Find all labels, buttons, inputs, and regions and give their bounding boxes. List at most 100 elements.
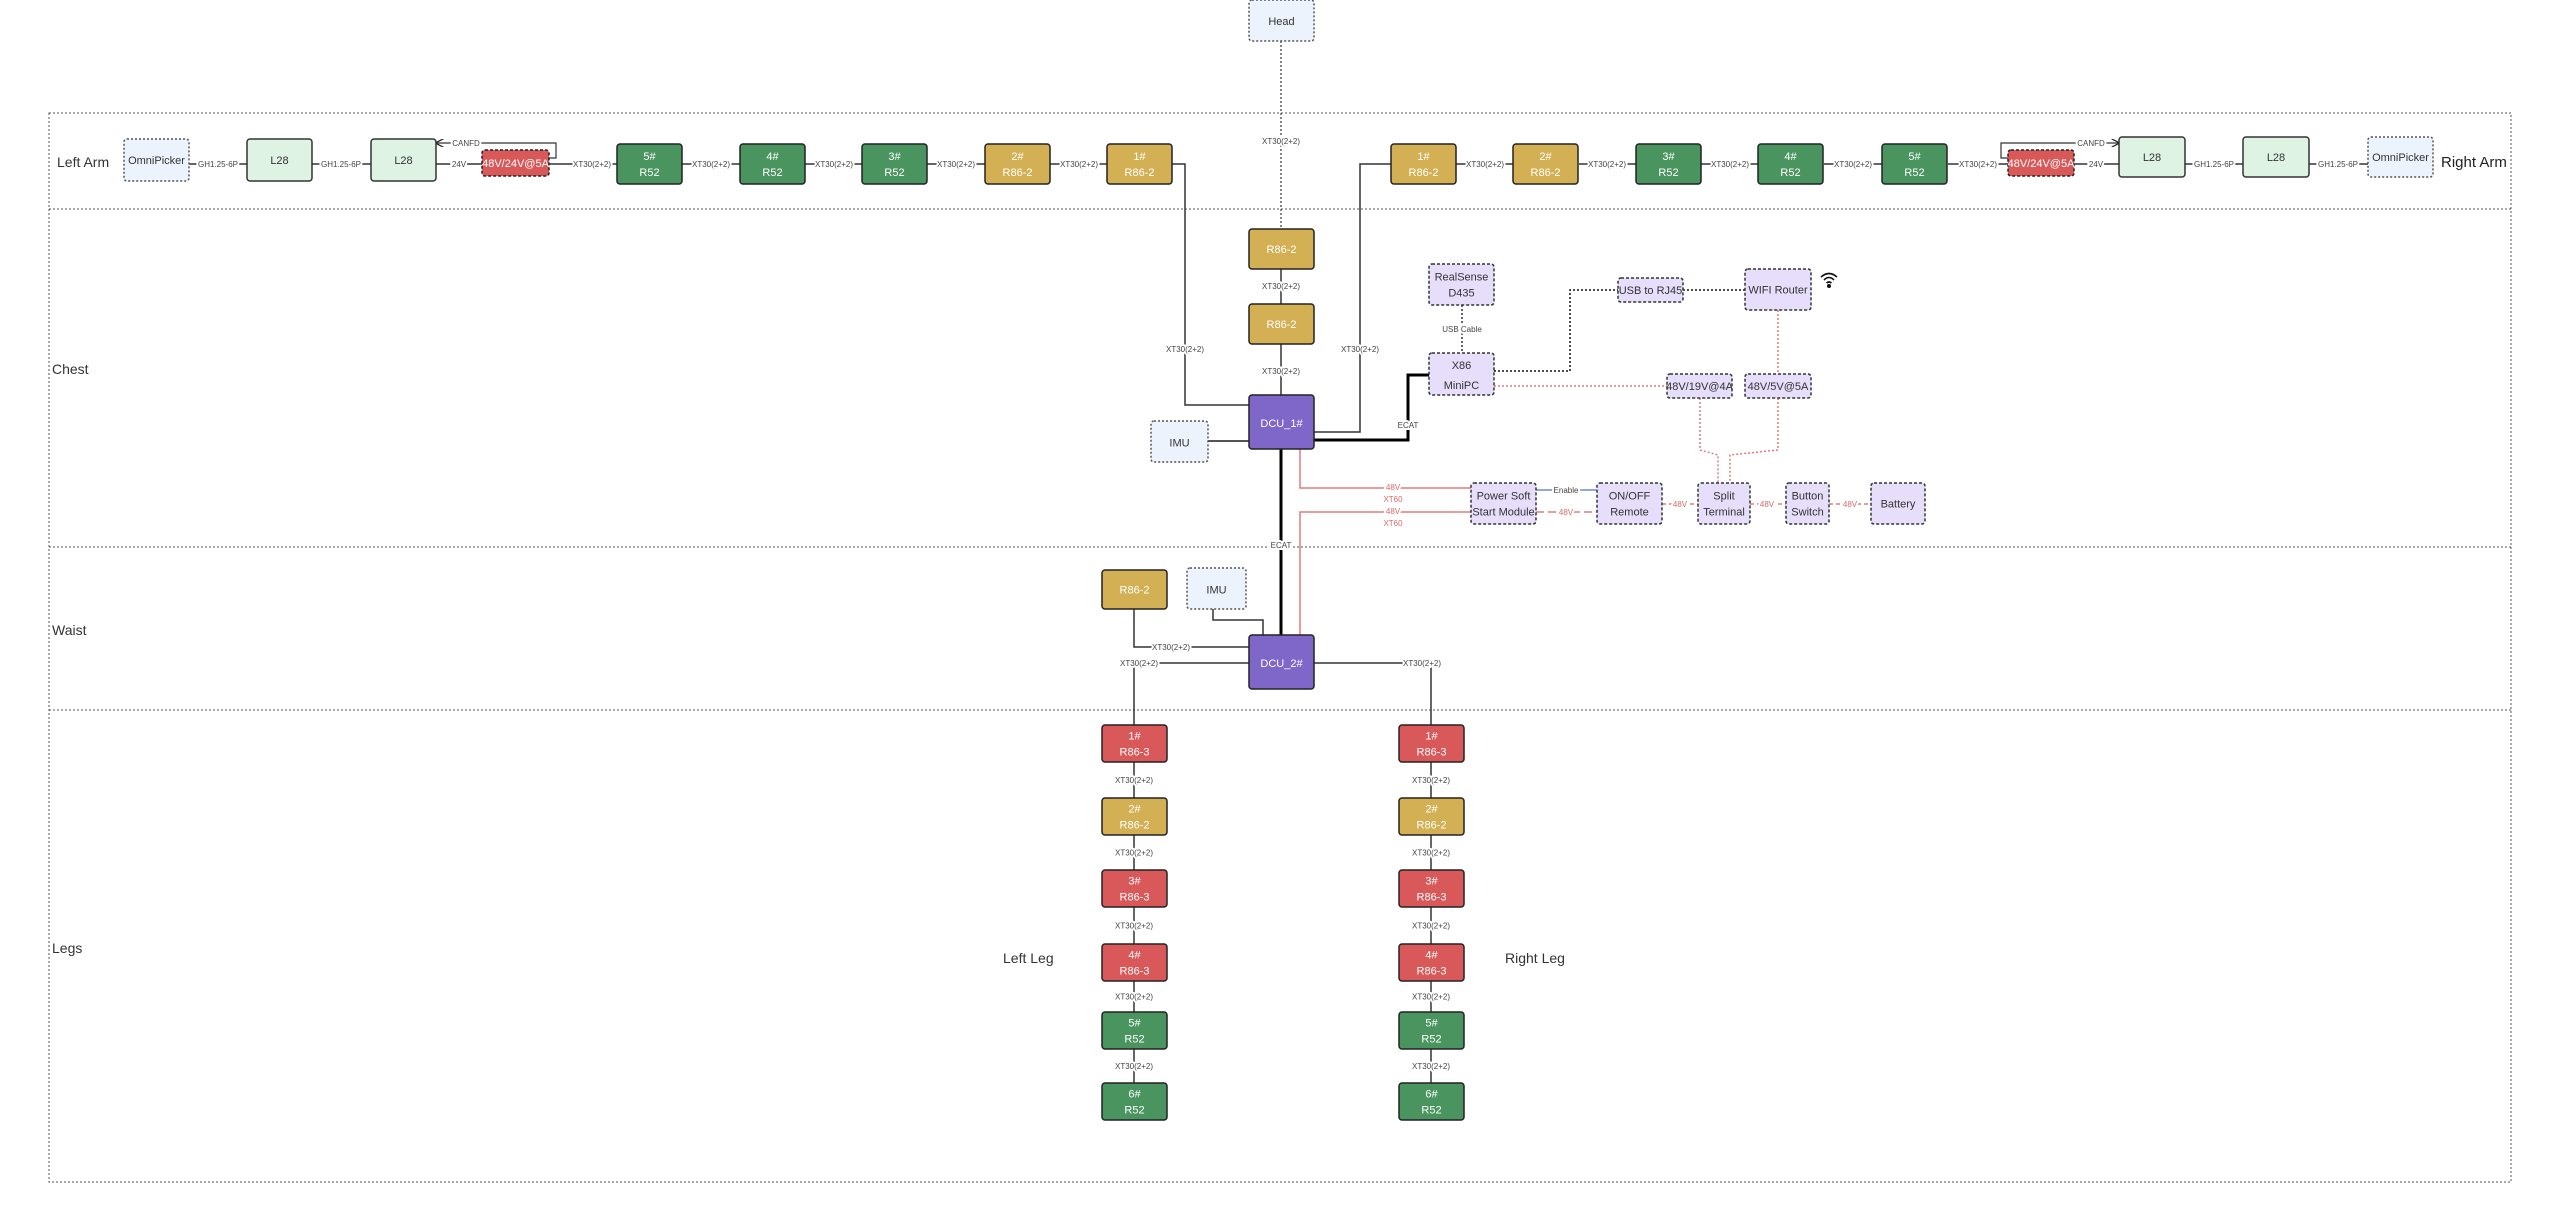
node-ll-1[interactable]: 1# R86-3 (1101, 724, 1168, 763)
node-box (1101, 1082, 1168, 1121)
node-label: 48V/19V@4A (1666, 381, 1733, 393)
node-label: R52 (1904, 167, 1924, 179)
node-imu2[interactable]: IMU (1186, 567, 1247, 610)
node-waist-r86[interactable]: R86-2 (1101, 569, 1168, 610)
edge-label-ra-x5: XT30(2+2) (1959, 160, 1997, 169)
node-label: OmniPicker (2372, 152, 2429, 164)
node-box (739, 143, 806, 185)
node-label: Switch (1791, 506, 1823, 518)
node-dcu1[interactable]: DCU_1# (1248, 394, 1315, 450)
node-label: 3# (888, 151, 901, 163)
node-ll-3[interactable]: 3# R86-3 (1101, 869, 1168, 908)
node-ra-l28b[interactable]: L28 (2242, 136, 2310, 178)
node-dcu2[interactable]: DCU_2# (1248, 634, 1315, 690)
node-la-5[interactable]: 5#R52 (616, 143, 683, 185)
node-label: ON/OFF (1609, 490, 1651, 502)
node-ra-1[interactable]: 1# R86-2 (1390, 143, 1457, 185)
node-la-3[interactable]: 3#R52 (861, 143, 928, 185)
node-label: 4# (1128, 949, 1141, 961)
node-box (1101, 724, 1168, 763)
node-label: 48V/24V@5A (2008, 158, 2075, 170)
right-leg-wire (1314, 662, 1432, 725)
left-leg-label: Left Leg (1003, 950, 1054, 966)
edge-label-ss-48v: 48V (1559, 508, 1574, 517)
node-label: Head (1268, 16, 1294, 28)
node-ll-5[interactable]: 5#R52 (1101, 1011, 1168, 1050)
edge-label-la-x1: XT30(2+2) (573, 160, 611, 169)
node-x86[interactable]: X86 MiniPC (1428, 352, 1495, 396)
edge-label-ra-gh2: GH1.25-6P (2318, 160, 2358, 169)
node-ll-6[interactable]: 6#R52 (1101, 1082, 1168, 1121)
node-neck-2[interactable]: R86-2 (1248, 303, 1315, 345)
node-label: 1# (1425, 730, 1438, 742)
node-ra-2[interactable]: 2# R86-2 (1512, 143, 1579, 185)
node-dc19[interactable]: 48V/19V@4A (1666, 373, 1734, 399)
node-wifi[interactable]: WIFI Router (1744, 268, 1812, 311)
node-box (984, 143, 1051, 185)
node-head[interactable]: Head (1248, 0, 1315, 42)
node-neck-1[interactable]: R86-2 (1248, 228, 1315, 270)
section-label-legs: Legs (52, 940, 82, 956)
node-box (1101, 943, 1168, 982)
edge-label-la-x3: XT30(2+2) (815, 160, 853, 169)
ethernet-wire-1 (1494, 289, 1618, 372)
node-label: R86-2 (1417, 819, 1447, 831)
edge-label-ra-x4: XT30(2+2) (1834, 160, 1872, 169)
node-onoff[interactable]: ON/OFF Remote (1596, 482, 1663, 525)
edge-label-neck-x2: XT30(2+2) (1262, 367, 1300, 376)
node-imu1[interactable]: IMU (1150, 420, 1209, 463)
node-la-l28b[interactable]: L28 (370, 138, 437, 182)
node-ra-3[interactable]: 3#R52 (1635, 143, 1702, 185)
node-la-psu[interactable]: 48V/24V@5A (481, 149, 550, 177)
wires (189, 41, 2368, 1083)
node-ll-2[interactable]: 2# R86-2 (1101, 797, 1168, 836)
node-la-1[interactable]: 1# R86-2 (1106, 143, 1173, 185)
node-box (1398, 1082, 1465, 1121)
node-rl-5[interactable]: 5#R52 (1398, 1011, 1465, 1050)
node-softstart[interactable]: Power Soft Start Module (1470, 482, 1537, 525)
edge-label-ll-x1: XT30(2+2) (1115, 776, 1153, 785)
node-ll-4[interactable]: 4# R86-3 (1101, 943, 1168, 982)
node-la-l28a[interactable]: L28 (246, 138, 313, 182)
node-realsense[interactable]: RealSense D435 (1428, 263, 1495, 306)
node-box (1398, 1011, 1465, 1050)
ecat-wire-x86 (1314, 373, 1429, 442)
node-ra-4[interactable]: 4#R52 (1757, 143, 1824, 185)
node-rl-4[interactable]: 4# R86-3 (1398, 943, 1465, 982)
edge-label-ll-x5: XT30(2+2) (1115, 1062, 1153, 1071)
section-label-waist: Waist (52, 622, 87, 638)
node-dc5[interactable]: 48V/5V@5A (1744, 373, 1812, 399)
node-label: Split (1713, 490, 1734, 502)
node-label: R52 (1658, 167, 1678, 179)
node-battery[interactable]: Battery (1870, 482, 1926, 525)
wire (1729, 398, 1779, 483)
node-label: L28 (2143, 152, 2161, 164)
node-rl-6[interactable]: 6#R52 (1398, 1082, 1465, 1121)
edge-label-ra-x3: XT30(2+2) (1711, 160, 1749, 169)
node-la-2[interactable]: 2# R86-2 (984, 143, 1051, 185)
node-la-omni[interactable]: OmniPicker (123, 138, 190, 182)
node-rl-2[interactable]: 2# R86-2 (1398, 797, 1465, 836)
node-la-4[interactable]: 4#R52 (739, 143, 806, 185)
node-label: 6# (1425, 1088, 1438, 1100)
node-box (2242, 136, 2310, 178)
edge-label-ecat1: ECAT (1398, 421, 1419, 430)
node-ra-l28a[interactable]: L28 (2118, 136, 2186, 178)
node-split[interactable]: Split Terminal (1697, 482, 1751, 525)
node-label: R52 (1421, 1104, 1441, 1116)
node-ra-psu[interactable]: 48V/24V@5A (2007, 149, 2075, 177)
node-rl-3[interactable]: 3# R86-3 (1398, 869, 1465, 908)
node-label: OmniPicker (128, 155, 185, 167)
node-ra-omni[interactable]: OmniPicker (2367, 136, 2434, 178)
node-usbrj45[interactable]: USB to RJ45 (1617, 277, 1684, 303)
node-box (1635, 143, 1702, 185)
node-button[interactable]: Button Switch (1785, 482, 1830, 525)
node-box (1248, 0, 1315, 42)
node-box (1248, 303, 1315, 345)
node-box (481, 149, 550, 177)
node-ra-5[interactable]: 5#R52 (1881, 143, 1948, 185)
node-box (1666, 373, 1733, 399)
node-rl-1[interactable]: 1# R86-3 (1398, 724, 1465, 763)
node-box (1428, 352, 1495, 396)
